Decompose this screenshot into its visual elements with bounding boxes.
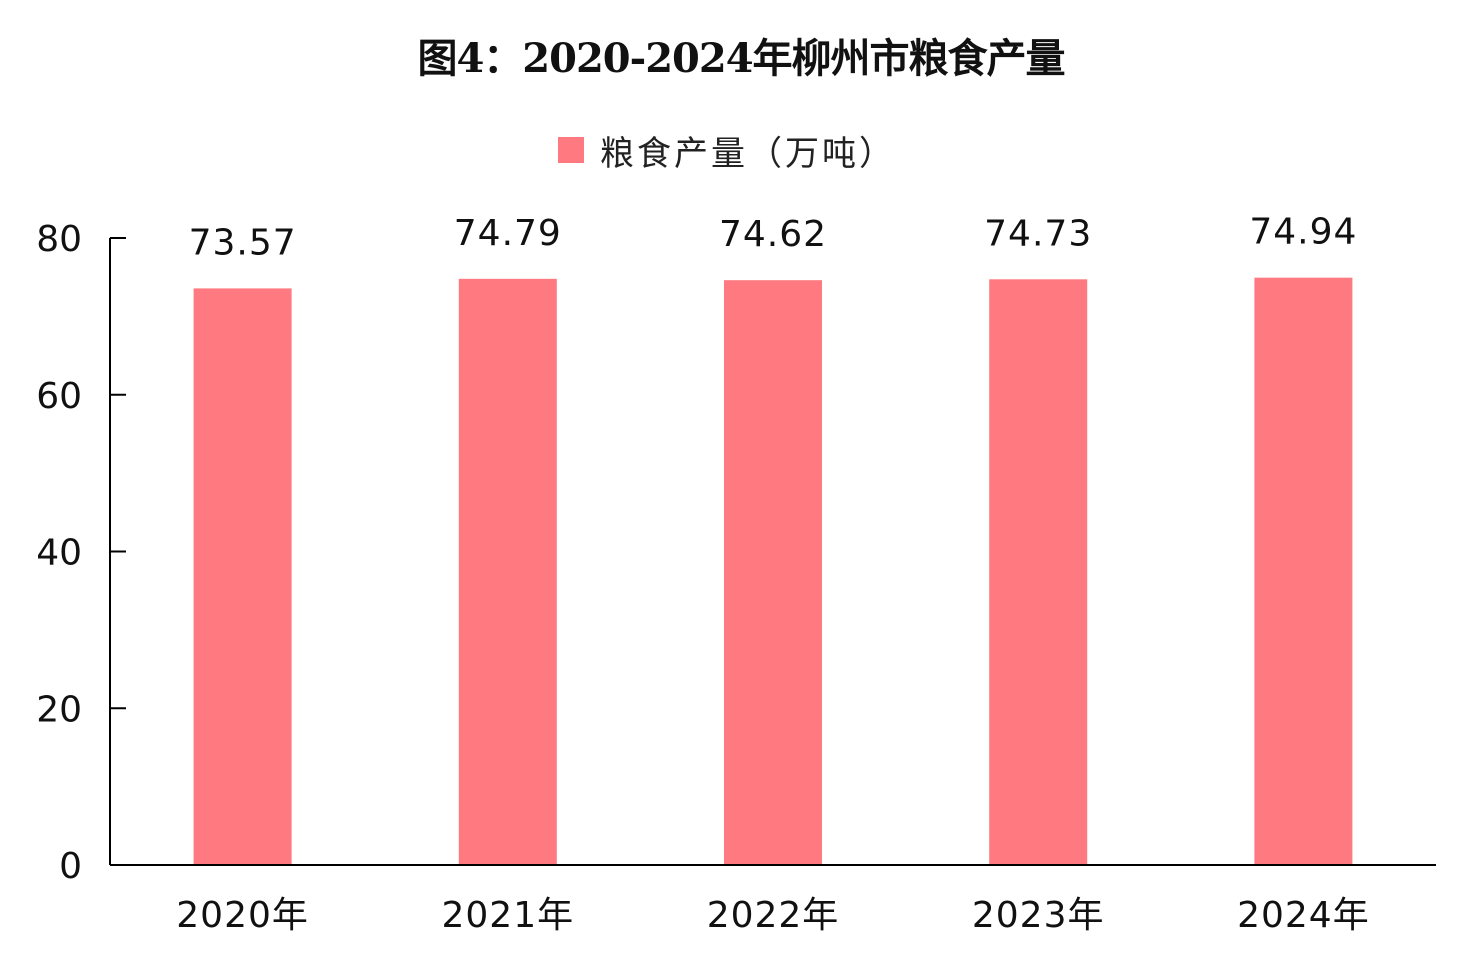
bar-3 [724,280,822,865]
bar-4 [989,279,1088,866]
y-tick-label-60: 60 [36,376,82,417]
x-tick-label-5: 2024年 [1237,895,1370,936]
data-label-3: 74.62 [719,214,827,255]
x-tick-label-1: 2020年 [176,895,309,936]
bar-2 [458,278,557,865]
legend-swatch [558,137,584,163]
legend: 粮食产量（万吨） [558,128,896,174]
x-tick-label-3: 2022年 [707,895,840,936]
y-tick-label-80: 80 [36,219,82,260]
bars-layer [193,277,1353,866]
data-label-5: 74.94 [1249,212,1357,253]
bar-1 [193,288,292,865]
axis-layer [109,237,1436,866]
y-tick-label-0: 0 [59,846,82,887]
data-label-4: 74.73 [984,213,1092,254]
legend-label: 粮食产量（万吨） [600,133,896,174]
x-tick-label-2: 2021年 [441,895,574,936]
data-label-2: 74.79 [454,213,562,254]
labels-layer: 73.57 2020年 74.79 2021年 74.62 2022年 74.73 2023年… [36,212,1370,936]
data-label-1: 73.57 [189,222,297,263]
chart-title: 图4：2020-2024年柳州市粮食产量 [417,35,1065,82]
y-tick-label-20: 20 [36,689,82,730]
bar-5 [1254,277,1353,866]
x-tick-label-4: 2023年 [972,895,1105,936]
y-tick-label-40: 40 [36,533,82,574]
